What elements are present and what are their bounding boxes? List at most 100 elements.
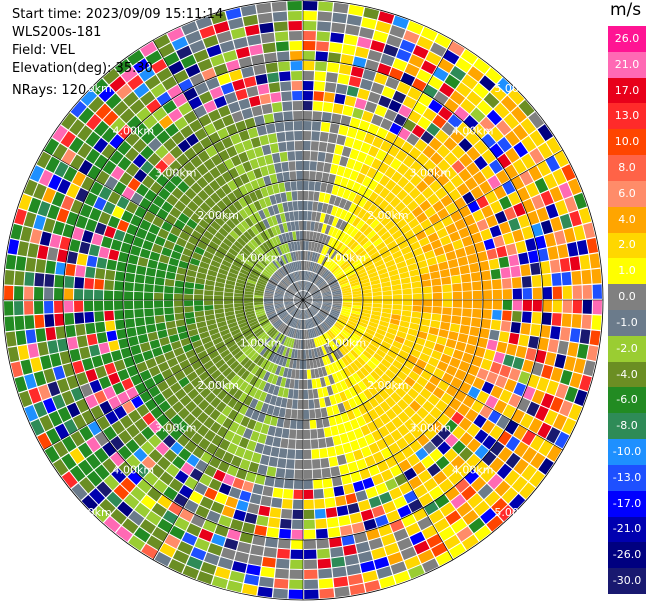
gate-cell [335, 348, 344, 358]
gate-cell [350, 66, 364, 78]
gate-cell [294, 300, 303, 302]
gate-cell [307, 339, 311, 349]
gate-cell [265, 240, 273, 250]
gate-cell [312, 459, 321, 469]
gate-cell [511, 408, 525, 424]
gate-cell [303, 201, 308, 211]
gate-cell [331, 476, 343, 487]
gate-cell [346, 85, 359, 97]
gate-cell [303, 281, 305, 291]
gate-cell [307, 308, 312, 318]
gate-cell [372, 300, 382, 304]
gate-cell [424, 381, 437, 393]
gate-cell [193, 49, 209, 63]
gate-cell [490, 319, 501, 331]
gate-cell [307, 282, 312, 292]
gate-cell [332, 304, 342, 308]
gate-cell [424, 225, 436, 236]
gate-cell [287, 201, 294, 212]
gate-cell [322, 304, 332, 308]
gate-cell [277, 309, 286, 315]
colorbar-swatch [608, 490, 646, 518]
gate-cell [265, 435, 274, 446]
gate-cell [77, 459, 94, 476]
gate-cell [88, 344, 101, 357]
gate-cell [281, 428, 290, 439]
gate-cell [207, 269, 218, 277]
gate-cell [254, 115, 265, 127]
gate-cell [308, 284, 315, 292]
gate-cell [264, 294, 274, 297]
gate-cell [157, 228, 170, 239]
gate-cell [403, 251, 414, 261]
gate-cell [228, 204, 238, 215]
gate-cell [279, 151, 288, 162]
gate-cell [546, 445, 562, 462]
gate-cell [305, 349, 310, 359]
gate-cell [283, 111, 293, 121]
gate-cell [421, 455, 435, 469]
gate-cell [222, 50, 238, 63]
gate-cell [79, 477, 95, 494]
gate-cell [278, 182, 286, 193]
gate-cell [264, 296, 274, 299]
gate-cell [370, 314, 381, 321]
gate-cell [210, 11, 227, 25]
gate-cell [231, 433, 242, 446]
gate-cell [377, 227, 388, 237]
gate-cell [412, 293, 422, 300]
gate-cell [47, 381, 61, 397]
gate-cell [381, 469, 394, 482]
gate-cell [454, 218, 467, 231]
gate-cell [270, 226, 278, 237]
gate-cell [237, 367, 247, 377]
gate-cell [433, 470, 448, 485]
gate-cell [254, 292, 264, 296]
gate-cell [321, 172, 330, 183]
gate-cell [288, 589, 303, 599]
gate-cell [472, 83, 489, 99]
gate-cell [261, 335, 270, 344]
gate-cell [164, 300, 174, 308]
gate-cell [508, 254, 520, 267]
gate-cell [400, 315, 411, 323]
gate-cell [305, 309, 309, 319]
gate-cell [243, 76, 257, 88]
gate-cell [195, 459, 208, 473]
gate-cell [233, 37, 248, 49]
gate-cell [284, 298, 294, 300]
gate-cell [134, 206, 147, 219]
gate-cell [24, 286, 34, 300]
gate-cell [345, 493, 358, 505]
gate-cell [265, 325, 274, 333]
gate-cell [282, 367, 289, 378]
gate-cell [303, 81, 314, 91]
gate-cell [313, 479, 323, 489]
colorbar-tick-label: 8.0 [618, 161, 636, 174]
gate-cell [476, 368, 489, 381]
gate-cell [521, 136, 537, 153]
gate-cell [249, 44, 263, 56]
gate-cell [271, 342, 278, 352]
gate-cell [142, 175, 155, 189]
gate-cell [284, 302, 294, 306]
gate-cell [325, 343, 333, 353]
gate-cell [469, 262, 480, 273]
gate-cell [578, 207, 592, 224]
gate-cell [315, 51, 328, 62]
gate-cell [500, 267, 511, 279]
gate-cell [472, 377, 485, 390]
gate-cell [209, 409, 221, 421]
gate-cell [392, 213, 403, 225]
gate-cell [275, 41, 289, 52]
gate-cell [312, 294, 322, 298]
gate-cell [317, 222, 324, 233]
gate-cell [173, 493, 188, 507]
gate-cell [203, 230, 214, 241]
gate-cell [510, 321, 521, 334]
gate-cell [303, 241, 306, 251]
gate-cell [522, 300, 532, 312]
gate-cell [98, 342, 110, 355]
gate-cell [234, 303, 244, 308]
gate-cell [207, 323, 218, 331]
